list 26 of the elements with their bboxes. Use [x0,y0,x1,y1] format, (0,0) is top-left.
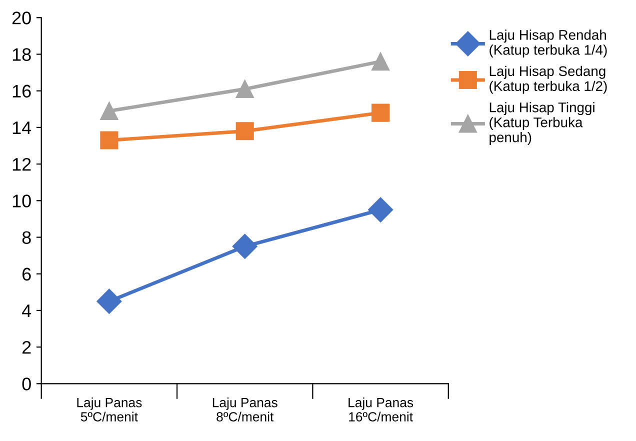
y-tick-label: 8 [22,231,31,244]
y-tick-label: 0 [22,378,31,390]
point [236,80,254,98]
y-tick-label: 4 [22,304,32,318]
y-tick-label: 2 [22,341,31,354]
point [372,104,390,122]
y-tick-label: 14 [12,122,32,134]
point [96,288,122,314]
point [236,122,254,140]
y-tick-label: 18 [12,48,31,61]
x-tick-label: Laju Panas 16ºC/menit [348,398,414,422]
y-tick-label: 16 [12,84,31,98]
point [100,131,118,150]
x-tick-label: Laju Panas 5ºC/menit [77,398,142,422]
x-tick-label: Laju Panas 8ºC/menit [212,398,278,422]
legend-label: Laju Hisap Sedang (Katup terbuka 1/2) [490,66,607,94]
point [100,102,118,120]
legend-label: Laju Hisap Tinggi (Katup Terbuka penuh) [490,102,594,145]
y-tick-label: 12 [12,158,31,171]
y-tick-label: 10 [12,194,31,208]
y-tick-label: 20 [12,12,31,24]
legend-label: Laju Hisap Rendah (Katup terbuka 1/4) [490,30,607,58]
y-tick-label: 6 [22,268,31,281]
point [232,234,258,259]
point [372,52,390,71]
point [368,197,394,222]
